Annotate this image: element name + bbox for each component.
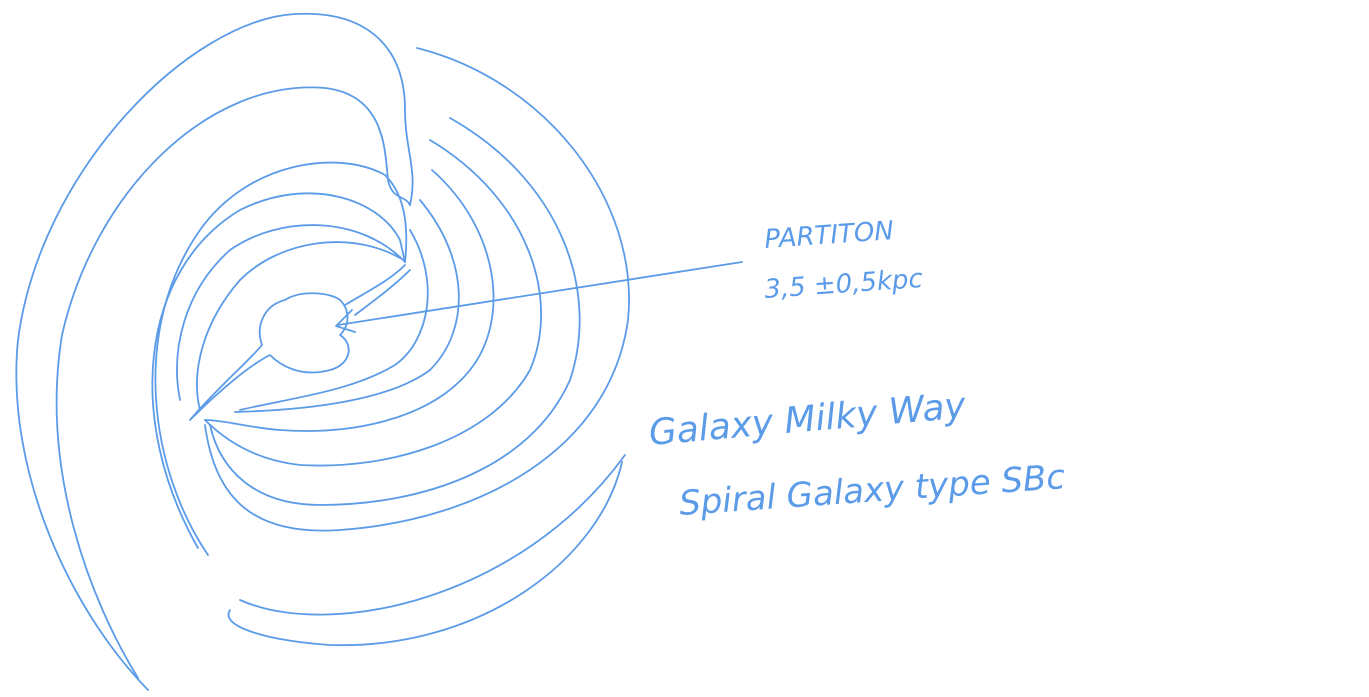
spiral-arm — [228, 462, 622, 645]
spiral-arm — [240, 455, 625, 615]
page: PARTITON 3,5 ±0,5kpc Galaxy Milky Way Sp… — [0, 0, 1369, 697]
galaxy-drawing — [16, 14, 742, 690]
spiral-arm — [155, 163, 406, 555]
caption-line: Galaxy Milky Way — [647, 385, 968, 454]
spiral-arm — [205, 140, 541, 466]
sketch: PARTITON 3,5 ±0,5kpc Galaxy Milky Way Sp… — [0, 0, 1369, 697]
marker-distance: 3,5 ±0,5kpc — [763, 264, 923, 305]
spiral-arm — [177, 225, 405, 400]
spiral-arm — [205, 170, 494, 431]
bar — [355, 270, 410, 315]
pointer-arrow — [336, 310, 355, 332]
bulge — [190, 293, 349, 420]
caption-line: Spiral Galaxy type SBc — [678, 457, 1067, 524]
marker-name: PARTITON — [763, 216, 894, 255]
